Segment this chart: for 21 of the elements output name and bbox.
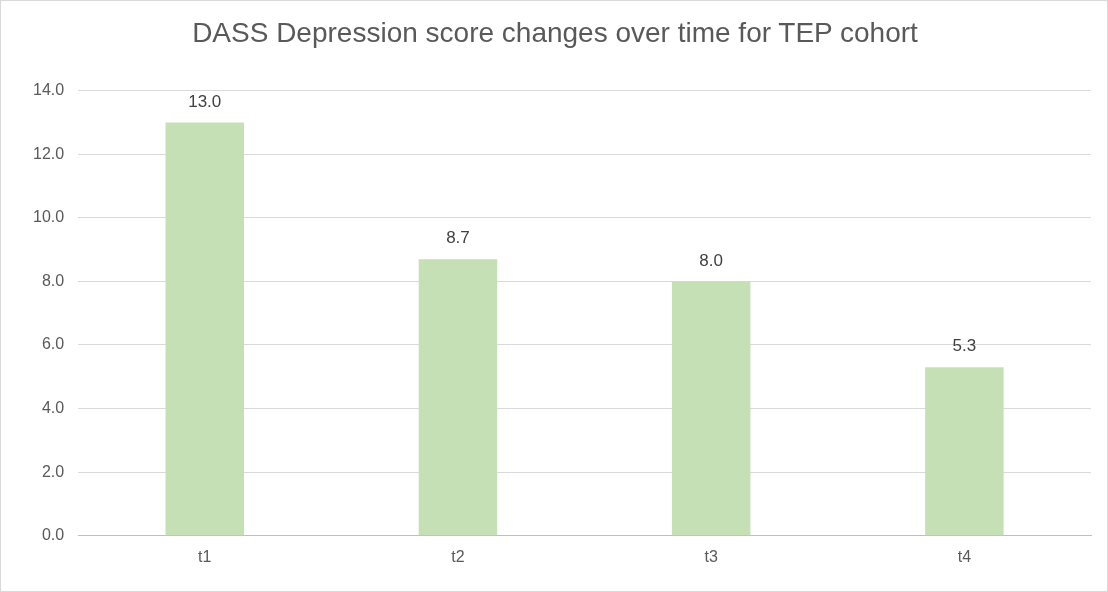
y-tick-label: 14.0	[33, 81, 65, 99]
y-tick-label: 4.0	[41, 399, 65, 417]
bar	[418, 259, 498, 536]
x-tick-label: t3	[704, 547, 718, 565]
chart-title: DASS Depression score changes over time for TEP cohort	[192, 16, 919, 48]
y-tick-label: 8.0	[41, 271, 65, 289]
data-label: 13.0	[188, 91, 222, 111]
bar	[925, 367, 1004, 536]
x-tick-label: t4	[957, 547, 972, 565]
y-tick-label: 0.0	[41, 526, 65, 544]
data-label: 8.0	[699, 250, 723, 270]
bar	[165, 122, 244, 536]
x-tick-label: t1	[198, 547, 212, 565]
data-label: 8.7	[446, 228, 470, 248]
bar	[671, 281, 751, 536]
y-tick-label: 10.0	[33, 208, 65, 226]
y-tick-label: 2.0	[41, 462, 65, 480]
y-tick-label: 6.0	[41, 335, 65, 353]
data-label: 5.3	[952, 336, 977, 356]
x-tick-label: t2	[451, 547, 465, 565]
y-tick-label: 12.0	[33, 144, 65, 162]
